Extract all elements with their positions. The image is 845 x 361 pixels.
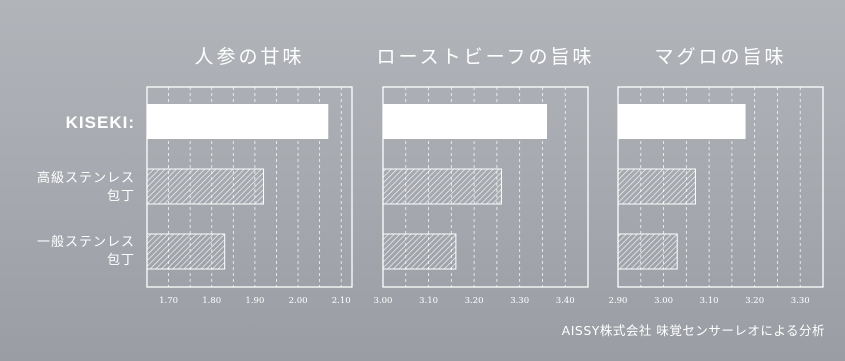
panel-1-bar-3 bbox=[146, 233, 226, 270]
panel-3-tick-label: 3.30 bbox=[791, 296, 810, 306]
row-label-premium-line1: 高級ステンレス bbox=[36, 171, 135, 186]
panel-3-tick-label: 3.20 bbox=[745, 296, 764, 306]
panel-3-bar-2 bbox=[617, 168, 696, 205]
panel-1-tick-label: 1.90 bbox=[245, 296, 264, 306]
panel-2-title: ローストビーフの旨味 bbox=[377, 46, 595, 68]
panel-3-bar-3 bbox=[617, 233, 678, 270]
row-label-kiseki-text: KISEKI: bbox=[65, 113, 135, 132]
panel-1-tick-label: 2.10 bbox=[332, 296, 351, 306]
row-label-standard-stainless: 一般ステンレス 包丁 bbox=[37, 234, 135, 270]
row-label-premium-stainless: 高級ステンレス 包丁 bbox=[37, 170, 135, 206]
panel-1-tick-label: 1.80 bbox=[202, 296, 221, 306]
panel-3-title: マグロの旨味 bbox=[654, 46, 786, 68]
panel-2-tick-label: 3.10 bbox=[419, 296, 438, 306]
row-label-premium-line2: 包丁 bbox=[106, 189, 135, 204]
row-label-standard-line1: 一般ステンレス bbox=[36, 235, 135, 250]
panel-3-bar-1 bbox=[618, 104, 746, 139]
row-label-kiseki: KISEKI: bbox=[66, 114, 135, 132]
panel-1-title: 人参の甘味 bbox=[194, 46, 304, 68]
panel-3-tick-label: 3.10 bbox=[700, 296, 719, 306]
panel-2-tick-label: 3.30 bbox=[510, 296, 529, 306]
panel-2-bar-2 bbox=[382, 168, 502, 205]
panel-1-tick-label: 1.70 bbox=[159, 296, 178, 306]
panel-3-tick-label: 3.00 bbox=[654, 296, 673, 306]
source-credit: AISSY株式会社 味覚センサーレオによる分析 bbox=[561, 323, 825, 338]
panel-2-tick-label: 3.20 bbox=[465, 296, 484, 306]
panel-3-tick-label: 2.90 bbox=[609, 296, 628, 306]
panel-2-tick-label: 3.40 bbox=[556, 296, 575, 306]
row-label-standard-line2: 包丁 bbox=[106, 253, 135, 268]
panel-1-bar-2 bbox=[146, 168, 265, 205]
panel-1-bar-1 bbox=[147, 104, 329, 139]
panel-1-tick-label: 2.00 bbox=[289, 296, 308, 306]
panel-2-bar-1 bbox=[383, 104, 547, 139]
panel-2-tick-label: 3.00 bbox=[374, 296, 393, 306]
panel-2-bar-3 bbox=[382, 233, 457, 270]
